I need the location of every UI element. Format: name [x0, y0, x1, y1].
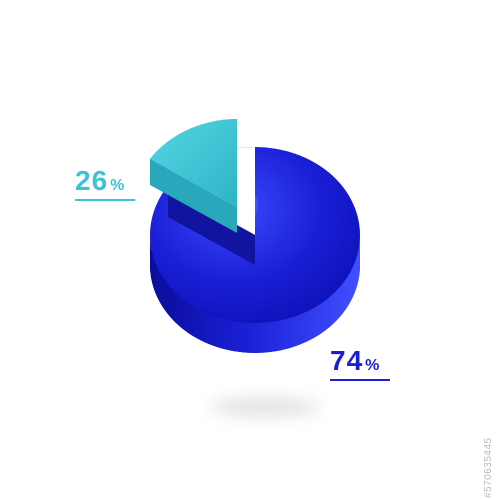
label-26-underline — [75, 199, 135, 201]
label-74-num: 74 — [330, 345, 363, 376]
label-26: 26% — [75, 165, 135, 201]
pie-svg — [100, 85, 400, 385]
label-26-num: 26 — [75, 165, 108, 196]
pie-chart-3d: 26% 74% #570635445 — [0, 0, 500, 500]
chart-shadow — [210, 398, 320, 416]
label-74-underline — [330, 379, 390, 381]
label-74-pct: % — [365, 357, 379, 374]
label-26-pct: % — [110, 177, 124, 194]
label-74: 74% — [330, 345, 390, 381]
watermark: #570635445 — [483, 437, 494, 498]
